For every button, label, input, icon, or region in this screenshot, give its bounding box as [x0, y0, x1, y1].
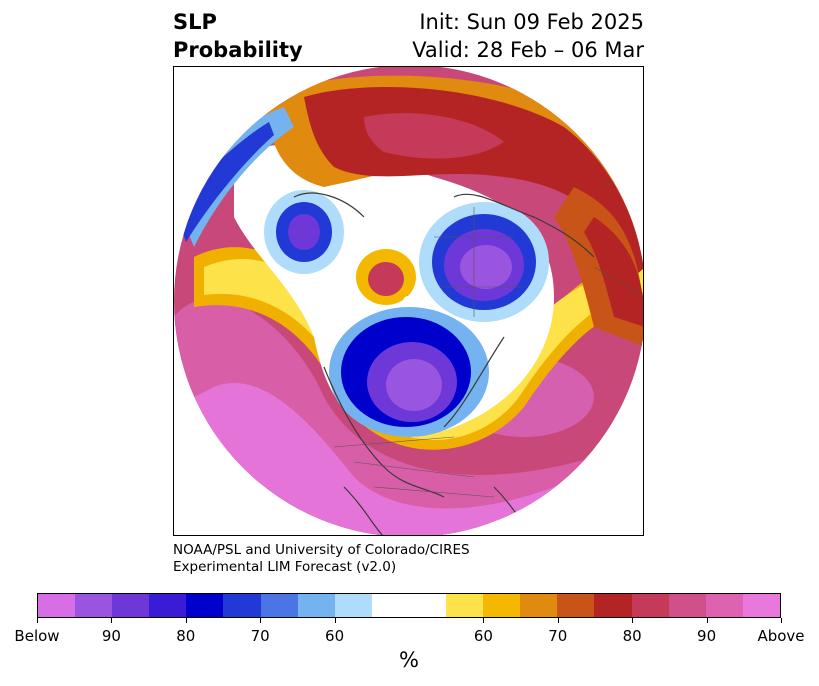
colorbar-segment	[446, 594, 484, 617]
pacific-blue-arc-core	[174, 122, 274, 242]
init-date: Init: Sun 09 Feb 2025	[419, 10, 644, 34]
colorbar	[37, 593, 781, 618]
variable-title: SLP	[173, 10, 217, 34]
valid-dates: Valid: 28 Feb – 06 Mar	[412, 38, 644, 62]
colorbar-tick-mark	[706, 618, 708, 623]
colorbar-tick-mark	[111, 618, 113, 623]
colorbar-tick-label: 80	[622, 627, 642, 645]
colorbar-segment	[520, 594, 558, 617]
colorbar-tick-mark	[632, 618, 634, 623]
colorbar-segment	[668, 594, 706, 617]
colorbar-segment	[631, 594, 669, 617]
colorbar-segment	[260, 594, 298, 617]
colorbar-segment	[408, 594, 447, 617]
colorbar-tick-mark	[557, 618, 559, 623]
polar-high-core	[368, 262, 404, 296]
colorbar-tick-label: Above	[757, 627, 805, 645]
colorbar-tick-label: 90	[697, 627, 717, 645]
colorbar-segment	[557, 594, 595, 617]
credit-line-2: Experimental LIM Forecast (v2.0)	[173, 559, 397, 575]
colorbar-segment	[149, 594, 187, 617]
colorbar-segment	[334, 594, 372, 617]
colorbar-tick-label: 80	[176, 627, 196, 645]
south-magenta-core	[174, 383, 643, 535]
colorbar-segment	[742, 594, 780, 617]
colorbar-segment	[186, 594, 224, 617]
colorbar-segment	[223, 594, 261, 617]
colorbar-tick-mark	[483, 618, 485, 623]
colorbar-segment	[112, 594, 150, 617]
colorbar-tick-label: 90	[101, 627, 121, 645]
colorbar-segment	[705, 594, 743, 617]
colorbar-tick-label: 60	[325, 627, 345, 645]
canada-low-core	[386, 359, 442, 411]
title-left: SLP Probability	[173, 8, 303, 64]
subtitle: Probability	[173, 38, 303, 62]
colorbar-tick-mark	[260, 618, 262, 623]
colorbar-tick-mark	[781, 618, 782, 623]
pole-marker	[403, 296, 413, 306]
colorbar-segment	[297, 594, 335, 617]
map-frame	[173, 66, 644, 536]
colorbar-tick-mark	[37, 618, 38, 623]
arctic-low-core	[460, 245, 512, 289]
eurasia-red-core	[584, 217, 643, 327]
north-pink-core	[364, 113, 504, 159]
colorbar-tick-label: Below	[14, 627, 60, 645]
units-label: %	[399, 648, 419, 672]
credit-text: NOAA/PSL and University of Colorado/CIRE…	[173, 542, 470, 576]
colorbar-segment	[75, 594, 113, 617]
colorbar-tick-mark	[334, 618, 336, 623]
colorbar-segment	[594, 594, 632, 617]
probability-map	[174, 67, 643, 535]
colorbar-segment	[371, 594, 409, 617]
colorbar-segment	[38, 594, 76, 617]
colorbar-tick-label: 60	[473, 627, 493, 645]
alaska-low-core	[288, 214, 320, 250]
colorbar-tick-label: 70	[250, 627, 270, 645]
colorbar-segment	[483, 594, 521, 617]
colorbar-tick-mark	[185, 618, 187, 623]
colorbar-tick-label: 70	[548, 627, 568, 645]
title-right: Init: Sun 09 Feb 2025 Valid: 28 Feb – 06…	[412, 8, 644, 64]
credit-line-1: NOAA/PSL and University of Colorado/CIRE…	[173, 542, 470, 558]
